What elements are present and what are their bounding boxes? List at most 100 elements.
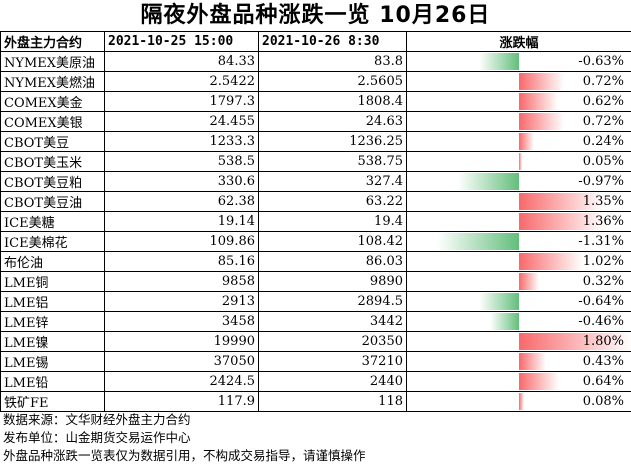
table-row: LME锡 37050 37210 0.43% bbox=[0, 351, 631, 372]
contract-name: LME铜 bbox=[0, 271, 105, 292]
contract-name: LME铝 bbox=[0, 291, 105, 312]
table-header-row: 外盘主力合约 2021-10-25 15:00 2021-10-26 8:30 … bbox=[0, 31, 631, 52]
price-date1: 19990 bbox=[104, 331, 259, 352]
price-date2: 327.4 bbox=[258, 171, 407, 192]
change-percent: 0.72% bbox=[582, 74, 624, 89]
change-bar-negative bbox=[490, 313, 519, 330]
change-bar-negative bbox=[479, 53, 519, 70]
price-date2: 63.22 bbox=[258, 191, 407, 212]
contract-name: LME镍 bbox=[0, 331, 105, 352]
change-bar-positive bbox=[519, 213, 605, 230]
change-cell: 0.72% bbox=[406, 71, 631, 92]
price-date2: 20350 bbox=[258, 331, 407, 352]
price-date1: 1233.3 bbox=[104, 131, 259, 152]
change-cell: 1.02% bbox=[406, 251, 631, 272]
change-percent: 0.72% bbox=[582, 114, 624, 129]
change-percent: 1.36% bbox=[582, 214, 624, 229]
change-cell: 1.36% bbox=[406, 211, 631, 232]
table-row: CBOT美玉米 538.5 538.75 0.05% bbox=[0, 151, 631, 172]
price-date2: 1236.25 bbox=[258, 131, 407, 152]
price-date1: 117.9 bbox=[104, 391, 259, 412]
price-date1: 85.16 bbox=[104, 251, 259, 272]
change-cell: -0.63% bbox=[406, 51, 631, 72]
change-cell: 0.72% bbox=[406, 111, 631, 132]
contract-name: CBOT美玉米 bbox=[0, 151, 105, 172]
table-row: 布伦油 85.16 86.03 1.02% bbox=[0, 251, 631, 272]
price-change-table: 外盘主力合约 2021-10-25 15:00 2021-10-26 8:30 … bbox=[0, 31, 631, 412]
header-date1: 2021-10-25 15:00 bbox=[104, 31, 259, 52]
table-row: CBOT美豆粕 330.6 327.4 -0.97% bbox=[0, 171, 631, 192]
table-row: COMEX美金 1797.3 1808.4 0.62% bbox=[0, 91, 631, 112]
price-date2: 37210 bbox=[258, 351, 407, 372]
change-bar-negative bbox=[458, 173, 519, 190]
change-cell: 0.43% bbox=[406, 351, 631, 372]
change-percent: 0.43% bbox=[582, 354, 624, 369]
table-row: 铁矿FE 117.9 118 0.08% bbox=[0, 391, 631, 412]
change-percent: -0.63% bbox=[578, 54, 624, 69]
table-row: CBOT美豆 1233.3 1236.25 0.24% bbox=[0, 131, 631, 152]
price-date2: 108.42 bbox=[258, 231, 407, 252]
change-cell: 0.32% bbox=[406, 271, 631, 292]
change-bar-positive bbox=[519, 193, 604, 210]
contract-name: LME铅 bbox=[0, 371, 105, 392]
change-percent: 0.24% bbox=[582, 134, 624, 149]
price-date1: 9858 bbox=[104, 271, 259, 292]
contract-name: 布伦油 bbox=[0, 251, 105, 272]
price-date1: 19.14 bbox=[104, 211, 259, 232]
change-bar-negative bbox=[436, 233, 519, 250]
change-percent: 1.80% bbox=[582, 334, 624, 349]
page-title: 隔夜外盘品种涨跌一览 10月26日 bbox=[140, 3, 491, 28]
price-date2: 9890 bbox=[258, 271, 407, 292]
change-bar-positive bbox=[519, 273, 540, 290]
change-bar-positive bbox=[519, 153, 523, 170]
price-date2: 538.75 bbox=[258, 151, 407, 172]
table-row: NYMEX美原油 84.33 83.8 -0.63% bbox=[0, 51, 631, 72]
price-date2: 83.8 bbox=[258, 51, 407, 72]
contract-name: COMEX美银 bbox=[0, 111, 105, 132]
price-date1: 1797.3 bbox=[104, 91, 259, 112]
change-bar-positive bbox=[519, 373, 560, 390]
table-row: LME镍 19990 20350 1.80% bbox=[0, 331, 631, 352]
table-row: COMEX美银 24.455 24.63 0.72% bbox=[0, 111, 631, 132]
price-date2: 19.4 bbox=[258, 211, 407, 232]
price-date1: 109.86 bbox=[104, 231, 259, 252]
price-date2: 1808.4 bbox=[258, 91, 407, 112]
price-date1: 3458 bbox=[104, 311, 259, 332]
table-row: CBOT美豆油 62.38 63.22 1.35% bbox=[0, 191, 631, 212]
price-date2: 2440 bbox=[258, 371, 407, 392]
contract-name: CBOT美豆粕 bbox=[0, 171, 105, 192]
price-date1: 538.5 bbox=[104, 151, 259, 172]
change-percent: 1.02% bbox=[582, 254, 624, 269]
price-date1: 2.5422 bbox=[104, 71, 259, 92]
change-cell: -0.46% bbox=[406, 311, 631, 332]
change-cell: 1.80% bbox=[406, 331, 631, 352]
price-date1: 37050 bbox=[104, 351, 259, 372]
change-percent: 0.62% bbox=[582, 94, 624, 109]
change-cell: 0.62% bbox=[406, 91, 631, 112]
change-bar-positive bbox=[519, 253, 584, 270]
price-date1: 84.33 bbox=[104, 51, 259, 72]
change-cell: 0.08% bbox=[406, 391, 631, 412]
change-percent: 0.05% bbox=[582, 154, 624, 169]
table-row: ICE美糖 19.14 19.4 1.36% bbox=[0, 211, 631, 232]
change-bar-positive bbox=[519, 353, 546, 370]
change-cell: 0.24% bbox=[406, 131, 631, 152]
table-row: NYMEX美燃油 2.5422 2.5605 0.72% bbox=[0, 71, 631, 92]
header-change: 涨跌幅 bbox=[406, 31, 631, 52]
contract-name: COMEX美金 bbox=[0, 91, 105, 112]
table-row: LME铝 2913 2894.5 -0.64% bbox=[0, 291, 631, 312]
change-bar-positive bbox=[519, 133, 535, 150]
price-date2: 24.63 bbox=[258, 111, 407, 132]
change-percent: -1.31% bbox=[578, 234, 624, 249]
change-cell: 0.64% bbox=[406, 371, 631, 392]
change-cell: 1.35% bbox=[406, 191, 631, 212]
price-date1: 24.455 bbox=[104, 111, 259, 132]
change-cell: -1.31% bbox=[406, 231, 631, 252]
change-percent: 1.35% bbox=[582, 194, 624, 209]
contract-name: CBOT美豆油 bbox=[0, 191, 105, 212]
change-bar-positive bbox=[519, 93, 558, 110]
price-date2: 86.03 bbox=[258, 251, 407, 272]
contract-name: CBOT美豆 bbox=[0, 131, 105, 152]
change-bar-positive bbox=[519, 333, 631, 350]
price-date1: 330.6 bbox=[104, 171, 259, 192]
